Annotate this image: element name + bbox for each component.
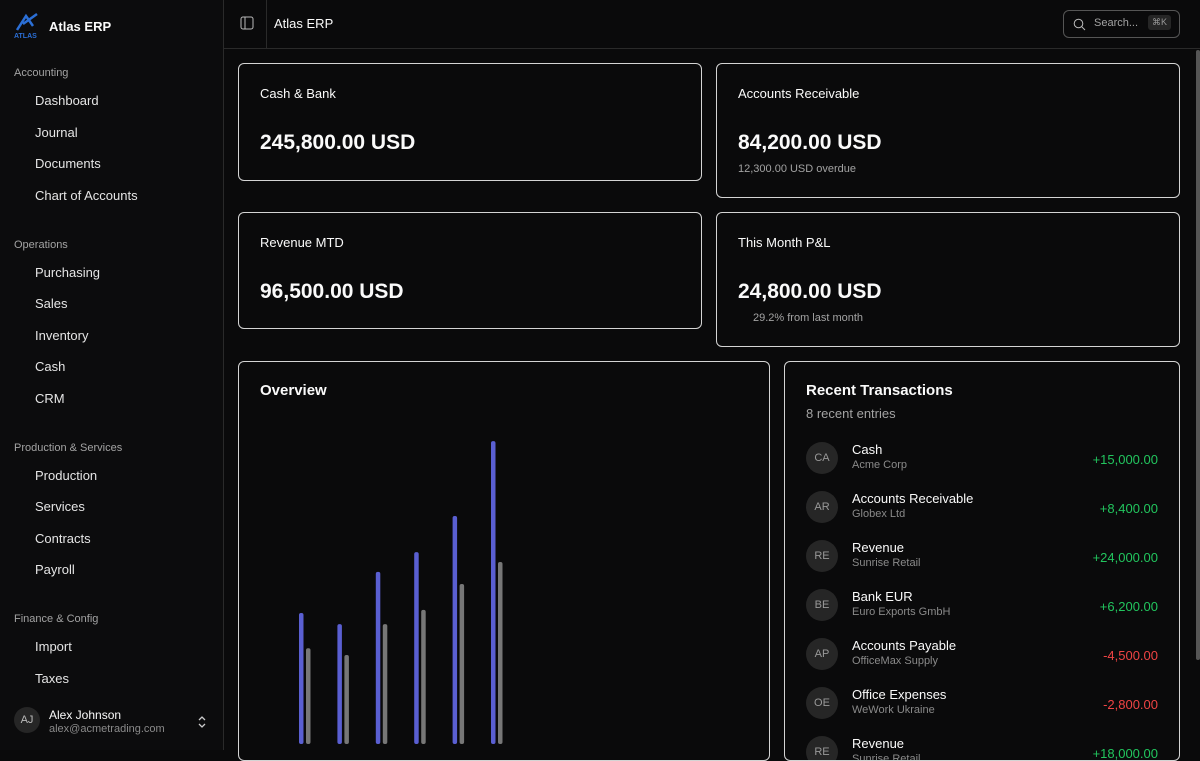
tx-name[interactable]: Cash	[852, 442, 883, 457]
card-value: 24,800.00 USD	[738, 280, 882, 303]
chart: 025K50K75K100K	[299, 441, 503, 744]
user-email[interactable]: alex@acmetrading.com	[49, 723, 165, 735]
avatar: BE	[806, 589, 838, 621]
logo-text: ATLAS	[14, 33, 37, 40]
tx-party: Acme Corp	[852, 459, 908, 471]
avatar: OE	[806, 687, 838, 719]
card-title: This Month P&L	[738, 235, 831, 250]
search-icon	[1073, 18, 1086, 31]
tx-amount: +18,000.00	[1092, 746, 1158, 761]
card-title: Accounts Receivable	[738, 86, 860, 101]
tx-amount: +15,000.00	[1092, 452, 1158, 467]
avatar: RE	[806, 736, 838, 760]
card-value: 245,800.00 USD	[260, 131, 416, 154]
nav-item[interactable]: Cash	[35, 359, 66, 374]
avatar: AP	[806, 638, 838, 670]
tx-name[interactable]: Office Expenses	[852, 687, 947, 702]
avatar: AR	[806, 491, 838, 523]
tx-name[interactable]: Accounts Payable	[852, 638, 957, 653]
sidebar-toggle[interactable]	[240, 16, 254, 30]
tx-party: Euro Exports GmbH	[852, 606, 951, 618]
tx-amount: +24,000.00	[1092, 550, 1158, 565]
tx-name[interactable]: Revenue	[852, 736, 905, 751]
transactions-panel: Recent Transactions 8 recent entries CA C…	[784, 361, 1180, 761]
tx-amount: +8,400.00	[1099, 501, 1158, 516]
tx-name[interactable]: Accounts Receivable	[852, 491, 974, 506]
stat-card: This Month P&L 24,800.00 USD 29.2% from la…	[716, 212, 1180, 347]
section-title: Production & Services	[14, 441, 123, 454]
section-title: Accounting	[14, 67, 69, 79]
chart-panel: Overview	[238, 361, 770, 761]
nav-item[interactable]: Purchasing	[35, 264, 101, 280]
nav-item[interactable]: Contracts	[35, 530, 91, 546]
bar	[452, 515, 458, 744]
user-avatar[interactable]: AJ	[14, 707, 40, 733]
shortcut-key: ⌘K	[1148, 15, 1172, 30]
card-note: 29.2% from last month	[753, 312, 864, 324]
tx-party: Sunrise Retail	[852, 557, 921, 569]
search-placeholder: Search...	[1094, 17, 1139, 29]
user-menu-icon[interactable]	[196, 715, 208, 729]
bar	[344, 655, 349, 744]
transactions-subtitle: 8 recent entries	[806, 406, 896, 421]
stat-card: Revenue MTD 96,500.00 USD	[238, 212, 702, 329]
tx-amount: +6,200.00	[1099, 599, 1158, 614]
bar	[375, 571, 381, 744]
card-title: Cash & Bank	[260, 86, 336, 101]
chart-title: Overview	[260, 382, 327, 399]
nav-item[interactable]: Taxes	[35, 670, 69, 686]
tx-amount: -4,500.00	[1103, 648, 1158, 663]
card-value: 96,500.00 USD	[260, 280, 404, 303]
bar	[337, 624, 342, 744]
bar	[299, 612, 304, 744]
tx-amount: -2,800.00	[1103, 697, 1158, 712]
card-title: Revenue MTD	[260, 235, 344, 250]
tx-party: Sunrise Retail	[852, 753, 921, 761]
nav-item[interactable]: Documents	[35, 156, 101, 171]
nav-item[interactable]: Import	[35, 639, 72, 654]
divider	[266, 0, 267, 48]
tx-name[interactable]: Bank EUR	[852, 589, 913, 604]
nav-item[interactable]: Inventory	[35, 327, 89, 343]
tx-party: Globex Ltd	[852, 508, 906, 520]
card-note: 12,300.00 USD overdue	[738, 163, 857, 175]
nav-item[interactable]: Services	[35, 499, 85, 514]
section-title: Operations	[14, 238, 68, 251]
card-value: 84,200.00 USD	[738, 131, 882, 154]
tx-party: WeWork Ukraine	[852, 704, 935, 716]
scrollbar[interactable]	[1196, 50, 1200, 660]
nav-item[interactable]: CRM	[35, 390, 65, 406]
search-box[interactable]: Search... ⌘K	[1063, 10, 1180, 38]
logo-icon	[15, 12, 38, 31]
bar	[414, 552, 419, 744]
bar	[306, 648, 311, 744]
top-bar	[224, 0, 1200, 49]
avatar: RE	[806, 540, 838, 572]
avatar: CA	[806, 442, 838, 474]
nav-item[interactable]: Dashboard	[35, 93, 99, 108]
user-name[interactable]: Alex Johnson	[49, 708, 122, 722]
app-name: Atlas ERP	[49, 19, 112, 34]
bar	[498, 561, 503, 744]
bar	[491, 441, 496, 744]
nav-item[interactable]: Sales	[35, 296, 68, 311]
bar	[459, 583, 465, 744]
bar	[421, 609, 426, 744]
nav-item[interactable]: Chart of Accounts	[35, 187, 138, 203]
stat-card: Cash & Bank 245,800.00 USD	[238, 63, 702, 181]
bar	[382, 624, 388, 744]
page-title: Atlas ERP	[274, 16, 334, 31]
nav-item[interactable]: Production	[35, 467, 98, 483]
stat-card: Accounts Receivable 84,200.00 USD 12,300.0…	[716, 63, 1180, 198]
tx-name[interactable]: Revenue	[852, 540, 905, 555]
nav-item[interactable]: Journal	[35, 124, 78, 140]
sidebar: ATLAS Atlas ERP AJ Alex Johnson alex@acm…	[0, 0, 224, 750]
nav-item[interactable]: Payroll	[35, 562, 75, 577]
transactions-title: Recent Transactions	[806, 382, 953, 399]
section-title: Finance & Config	[14, 613, 99, 625]
tx-party: OfficeMax Supply	[852, 655, 939, 667]
